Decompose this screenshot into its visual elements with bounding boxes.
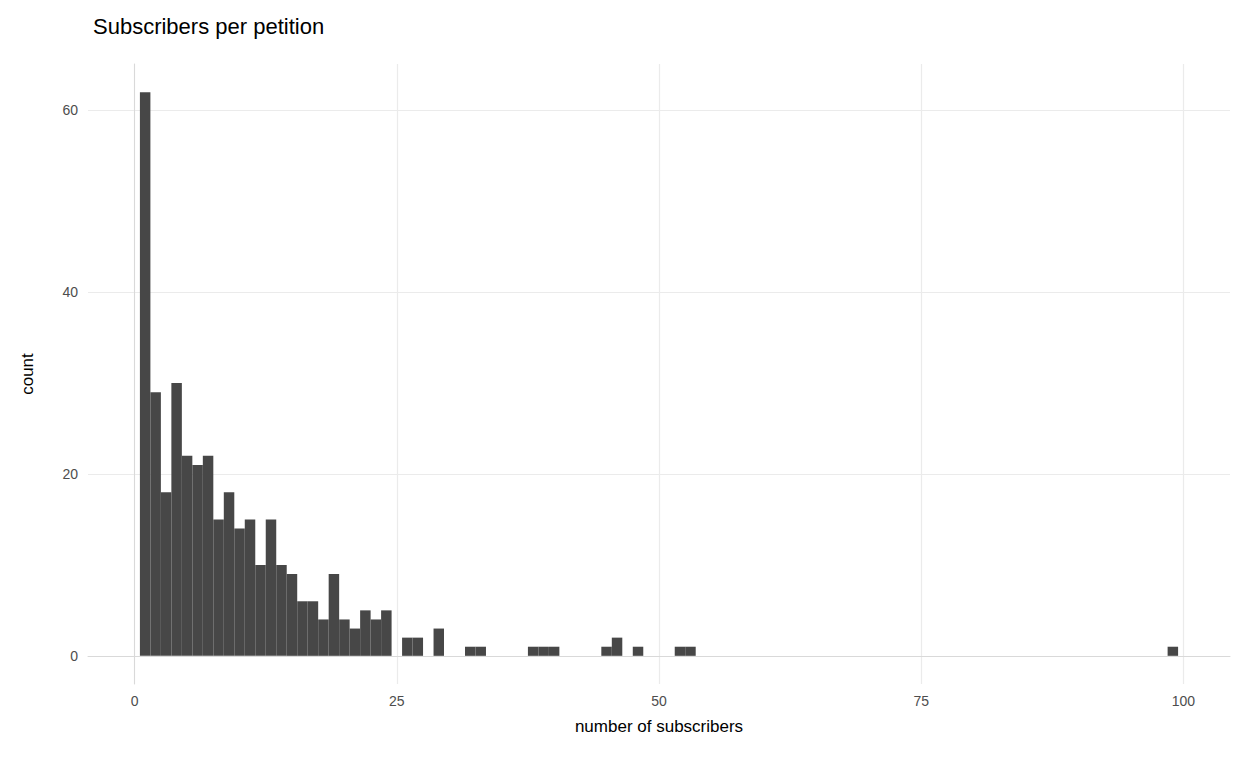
- svg-text:0: 0: [131, 693, 139, 709]
- svg-text:25: 25: [389, 693, 405, 709]
- svg-text:40: 40: [62, 284, 78, 300]
- svg-text:0: 0: [70, 648, 78, 664]
- svg-text:50: 50: [651, 693, 667, 709]
- svg-text:number of subscribers: number of subscribers: [575, 717, 743, 736]
- svg-text:count: count: [18, 353, 37, 395]
- svg-text:60: 60: [62, 102, 78, 118]
- svg-text:Subscribers per petition: Subscribers per petition: [93, 14, 324, 39]
- svg-text:75: 75: [913, 693, 929, 709]
- svg-text:100: 100: [1172, 693, 1196, 709]
- svg-text:20: 20: [62, 466, 78, 482]
